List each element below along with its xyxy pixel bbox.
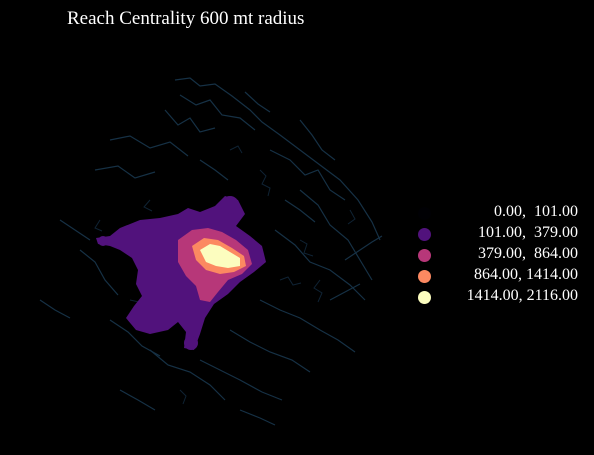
- map-title: Reach Centrality 600 mt radius: [67, 8, 305, 29]
- street-network: [39, 77, 383, 426]
- reach-class-1414-2116: [200, 244, 240, 268]
- legend: 0.00, 101.00 101.00, 379.00 379.00, 864.…: [412, 203, 592, 308]
- legend-label: 379.00, 864.00: [478, 245, 578, 262]
- legend-label: 101.00, 379.00: [478, 224, 578, 241]
- legend-label: 864.00, 1414.00: [474, 266, 578, 283]
- legend-dot-0: [418, 207, 431, 220]
- street-network-detail: [94, 145, 356, 405]
- legend-dot-3: [418, 270, 431, 283]
- legend-label: 1414.00, 2116.00: [466, 287, 578, 304]
- legend-item: 379.00, 864.00: [412, 245, 592, 266]
- legend-item: 101.00, 379.00: [412, 224, 592, 245]
- legend-item: 864.00, 1414.00: [412, 266, 592, 287]
- legend-item: 0.00, 101.00: [412, 203, 592, 224]
- legend-dot-2: [418, 249, 431, 262]
- legend-label: 0.00, 101.00: [494, 203, 578, 220]
- legend-dot-1: [418, 228, 431, 241]
- legend-item: 1414.00, 2116.00: [412, 287, 592, 308]
- legend-dot-4: [418, 291, 431, 304]
